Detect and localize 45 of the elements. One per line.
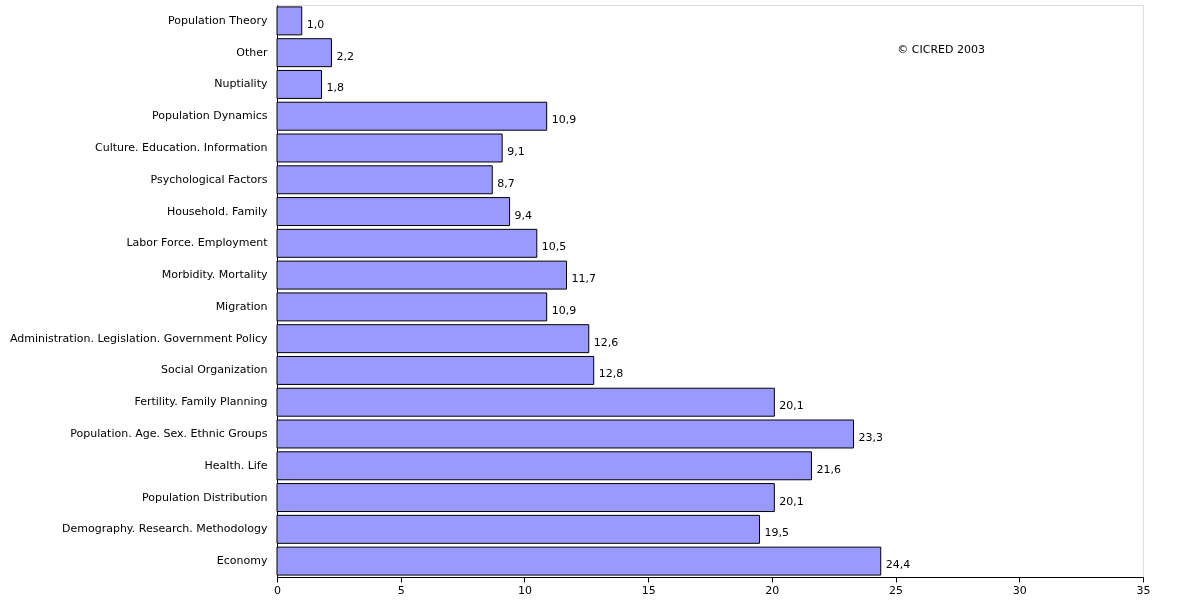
- data-label: 10,9: [551, 113, 577, 127]
- y-tick-label: Population. Age. Sex. Ethnic Groups: [70, 427, 268, 440]
- x-tick-label: 5: [397, 583, 405, 597]
- y-tick-label: Population Theory: [167, 13, 268, 27]
- y-tick-label: Migration: [215, 299, 268, 313]
- data-label: 11,7: [571, 272, 596, 286]
- data-label: 8,7: [497, 176, 515, 190]
- data-label: 20,1: [779, 494, 804, 508]
- data-label: 19,5: [764, 526, 789, 540]
- data-label: 10,9: [551, 303, 577, 317]
- x-tick-label: 30: [1012, 583, 1027, 597]
- data-label: 10,5: [541, 240, 567, 254]
- y-tick-label: Household. Family: [166, 204, 268, 218]
- annotation: © CICRED 2003: [897, 43, 985, 56]
- data-label: 21,6: [816, 462, 841, 476]
- y-tick-label: Other: [236, 45, 268, 59]
- y-tick-label: Population Dynamics: [151, 109, 268, 123]
- y-tick-label: Administration. Legislation. Government Policy: [9, 331, 268, 345]
- y-tick-label: Economy: [216, 554, 268, 568]
- data-label: 23,3: [858, 431, 884, 444]
- y-tick-label: Psychological Factors: [150, 172, 268, 186]
- data-label: 12,6: [593, 335, 619, 349]
- y-tick-label: Social Organization: [161, 363, 268, 377]
- y-tick-label: Health. Life: [204, 458, 268, 472]
- x-tick-label: 15: [641, 583, 656, 597]
- data-label: 1,0: [306, 17, 325, 31]
- data-label: 9,1: [507, 145, 525, 158]
- x-tick-label: 10: [517, 583, 532, 597]
- x-tick-label: 0: [274, 583, 281, 597]
- y-tick-label: Population Distribution: [142, 490, 268, 504]
- y-tick-label: Culture. Education. Information: [95, 141, 268, 154]
- y-tick-label: Morbidity. Mortality: [161, 268, 268, 282]
- data-label: 20,1: [779, 399, 804, 413]
- data-label: 2,2: [336, 49, 354, 63]
- y-tick-label: Labor Force. Employment: [126, 236, 269, 250]
- y-tick-label: Fertility. Family Planning: [134, 395, 268, 409]
- data-label: 1,8: [326, 81, 345, 95]
- y-tick-label: Nuptiality: [214, 77, 268, 91]
- y-tick-label: Demography. Research. Methodology: [61, 522, 268, 536]
- x-tick-label: 25: [889, 583, 904, 597]
- x-tick-label: 35: [1136, 583, 1151, 597]
- data-label: 24,4: [885, 558, 911, 572]
- data-label: 12,8: [598, 367, 624, 381]
- x-tick-label: 20: [765, 583, 780, 597]
- data-label: 9,4: [514, 208, 533, 222]
